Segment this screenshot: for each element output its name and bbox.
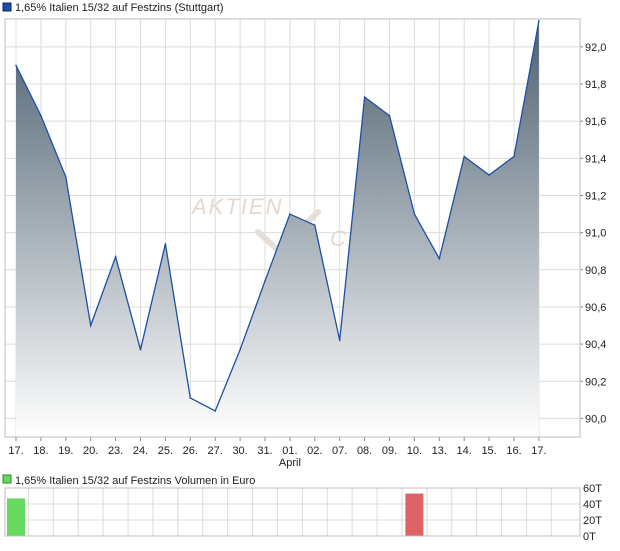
price-point [513,155,515,158]
price-y-tick-label: 90,2 [585,376,606,388]
price-point [314,224,316,227]
volume-y-tick-label: 20T [583,515,602,527]
x-tick-label: 19. [58,445,73,457]
price-y-tick-label: 91,4 [585,153,606,165]
x-tick-label: 02. [307,445,322,457]
x-tick-label: 08. [357,445,372,457]
volume-plot-frame [4,487,581,537]
x-tick-label: 25. [158,445,173,457]
x-tick-label: 01. [282,445,297,457]
x-tick-label: 27. [208,445,223,457]
price-legend-swatch [2,2,12,12]
x-tick-label: 31. [257,445,272,457]
price-point [538,20,540,22]
price-point [164,242,167,245]
x-tick-label: 13. [432,445,447,457]
price-y-tick-label: 91,6 [585,116,606,128]
price-y-axis: 90,0 90,2 90,4 90,6 90,8 91,0 91,2 91,4 91,6 91,8… [580,42,606,425]
price-point [438,257,441,260]
price-point [89,324,92,327]
x-tick-label: 17. [531,445,546,457]
x-tick-label: 23. [108,445,123,457]
volume-bars [7,493,424,536]
volume-bar [405,493,424,536]
x-tick-label: 30. [232,445,247,457]
x-tick-label: 07. [332,445,347,457]
price-point [463,155,466,158]
volume-y-tick-label: 40T [583,499,602,511]
price-point [338,339,341,342]
x-tick-label: 20. [83,445,98,457]
x-tick-label: 16. [506,445,521,457]
volume-y-tick-label: 60T [583,483,602,495]
volume-bar [7,498,25,536]
price-point [413,213,416,215]
x-tick-label: 15. [481,445,496,457]
price-point [214,410,216,412]
price-y-tick-label: 90,0 [585,413,606,425]
price-y-tick-label: 90,8 [585,265,606,277]
x-tick-label: 26. [183,445,198,457]
x-tick-label: 14. [457,445,472,457]
price-point [388,114,391,117]
volume-y-tick-label: 0T [583,531,596,543]
price-point [264,280,266,282]
x-month-label: April [279,457,301,469]
price-point [189,397,192,399]
price-point [114,255,117,258]
price-area-fill [16,20,539,437]
price-y-tick-label: 90,6 [585,302,606,314]
x-tick-label: 10. [407,445,422,457]
price-line [15,20,540,412]
x-tick-label: 18. [33,445,48,457]
price-point [40,114,42,117]
price-point [363,96,366,98]
price-point [289,213,291,215]
price-point [239,348,241,351]
price-y-tick-label: 91,2 [585,190,606,202]
price-y-tick-label: 92,0 [585,42,606,54]
x-tick-label: 17. [8,445,23,457]
price-y-tick-label: 91,8 [585,79,606,91]
volume-grid [5,487,580,537]
price-legend-label: 1,65% Italien 15/32 auf Festzins (Stuttg… [15,2,224,14]
x-axis: 17. 18. 19. 20. 23. 24. 25. 26. 27. 30. 31. 01. 02. 0… [8,437,547,469]
price-point [139,348,142,351]
watermark-text-1: AKTIEN [190,194,283,219]
volume-legend-label: 1,65% Italien 15/32 auf Festzins Volumen… [15,475,255,487]
price-plot-frame [4,18,581,438]
price-y-tick-label: 91,0 [585,228,606,240]
volume-y-axis: 0T 20T 40T 60T [583,483,602,543]
x-tick-label: 24. [133,445,148,457]
price-point [15,64,17,67]
price-y-tick-label: 90,4 [585,339,606,351]
volume-legend-swatch [2,474,12,484]
price-point [65,176,67,178]
price-area-layer [15,20,540,437]
price-point [488,174,490,176]
x-tick-label: 09. [382,445,397,457]
